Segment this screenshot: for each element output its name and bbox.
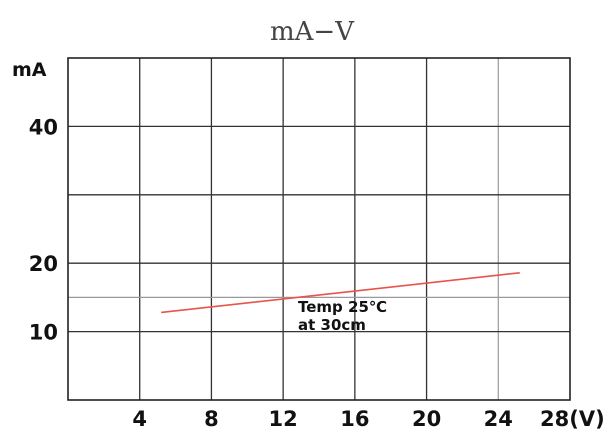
y-tick-label-40: 40 [29,115,58,139]
x-tick-label-4: 4 [132,407,147,430]
y-tick-label-20: 20 [29,252,58,276]
x-tick-label-16: 16 [340,407,369,430]
x-tick-label-24: 24 [484,407,513,430]
grid [68,58,570,400]
x-tick-label-28: 28(V) [540,407,605,430]
annotation-line-2: at 30cm [298,316,366,334]
x-tick-label-20: 20 [412,407,441,430]
y-tick-label-10: 10 [29,321,58,345]
y-axis-label: mA [12,59,47,81]
series-layer [161,271,520,314]
plot-frame [67,57,571,401]
annotation-line-1: Temp 25℃ [298,298,387,316]
chart-title: mA−V [270,17,355,47]
x-tick-label-12: 12 [269,407,298,430]
tick-labels: 4 8 12 16 20 24 28(V) 10 20 40 [29,115,605,430]
series-line-0 [161,271,520,314]
x-tick-label-8: 8 [204,407,219,430]
